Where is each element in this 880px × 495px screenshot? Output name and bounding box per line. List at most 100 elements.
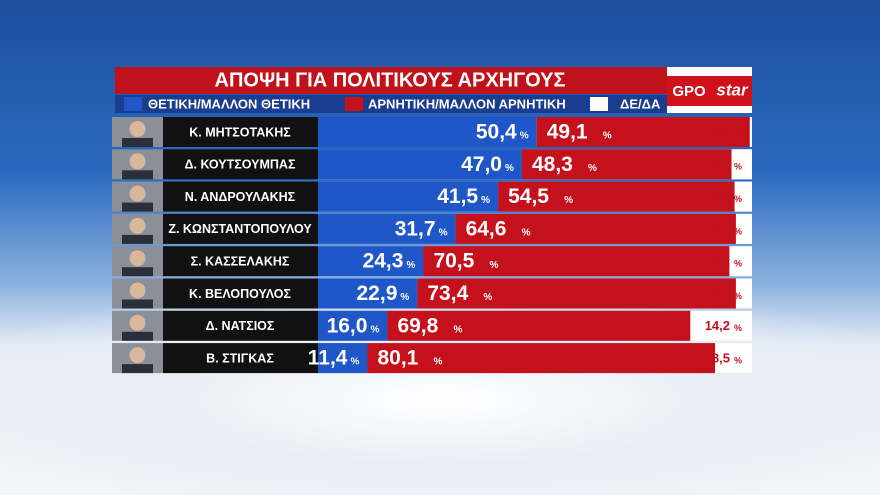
value-label: 4,0 — [712, 189, 730, 204]
photo-body — [122, 138, 153, 147]
value-label: 47,0 — [461, 153, 502, 176]
legend-swatch — [345, 97, 363, 111]
value-suffix: % — [588, 163, 597, 174]
value-suffix: % — [406, 260, 415, 271]
name-box — [163, 246, 318, 277]
value-suffix: % — [505, 163, 514, 174]
value-suffix: % — [734, 323, 742, 333]
value-suffix: % — [481, 195, 490, 206]
bar-segment — [731, 149, 752, 180]
bar-segment — [387, 310, 691, 341]
photo-body — [122, 234, 153, 244]
bar-segment — [367, 343, 716, 374]
logo-right: star — [716, 80, 749, 99]
bar-segment — [318, 278, 418, 309]
value-label: 5,2 — [712, 254, 730, 269]
photo-body — [122, 267, 153, 277]
value-suffix: % — [734, 355, 742, 365]
logo-left: GPO — [672, 83, 706, 100]
value-suffix: % — [433, 357, 442, 368]
value-suffix: % — [400, 292, 409, 303]
photo-body — [122, 202, 153, 212]
value-suffix: % — [603, 131, 612, 142]
value-label: 73,4 — [427, 282, 468, 305]
photo-body — [122, 170, 153, 180]
value-label: 69,8 — [397, 314, 438, 337]
value-suffix: % — [439, 228, 448, 239]
bar-segment — [536, 117, 750, 147]
category-label: Δ. ΚΟΥΤΣΟΥΜΠΑΣ — [185, 158, 296, 172]
category-label: Δ. ΝΑΤΣΙΟΣ — [206, 319, 275, 333]
bar-segment — [318, 117, 537, 147]
name-box — [163, 149, 318, 180]
bar-segment — [715, 343, 752, 374]
bar-segment — [318, 149, 522, 180]
value-label: 31,7 — [395, 217, 436, 240]
value-suffix: % — [520, 131, 529, 142]
category-label: Ν. ΑΝΔΡΟΥΛΑΚΗΣ — [185, 190, 296, 204]
value-suffix: % — [734, 162, 742, 172]
value-suffix: % — [734, 226, 742, 236]
value-label: 48,3 — [532, 153, 573, 176]
photo-head — [129, 347, 146, 364]
bar-segment — [417, 278, 736, 309]
category-label: Ζ. ΚΩΝΣΤΑΝΤΟΠΟΥΛΟΥ — [168, 222, 312, 236]
logo-right-bg — [712, 76, 752, 106]
value-suffix: % — [453, 324, 462, 335]
photo-body — [122, 364, 153, 374]
value-label: 3,7 — [712, 221, 730, 236]
photo-head — [129, 185, 146, 202]
value-label: 49,1 — [547, 121, 588, 144]
bar-segment — [735, 278, 752, 309]
value-suffix: % — [734, 291, 742, 301]
bar-segment — [735, 213, 752, 244]
photo-head — [129, 314, 146, 331]
legend-label: ΔΕ/ΔΑ — [620, 96, 661, 111]
category-label: Κ. ΜΗΤΣΟΤΑΚΗΣ — [189, 125, 291, 139]
logo-left-bg — [667, 76, 712, 106]
legend-label: ΘΕΤΙΚΗ/ΜΑΛΛΟΝ ΘΕΤΙΚΗ — [148, 96, 310, 111]
legend-swatch — [124, 97, 142, 111]
bar-segment — [318, 181, 499, 212]
name-box — [163, 213, 318, 244]
value-label: 22,9 — [357, 282, 398, 305]
value-label: 16,0 — [327, 314, 368, 337]
bar-segment — [690, 310, 752, 341]
name-box — [163, 117, 318, 147]
value-label: 80,1 — [377, 347, 418, 370]
value-suffix: % — [350, 357, 359, 368]
photo-head — [129, 282, 146, 299]
value-label: 4,7 — [712, 157, 730, 172]
category-label: Β. ΣΤΙΓΚΑΣ — [206, 351, 274, 365]
value-label: 14,2 — [705, 318, 730, 333]
value-label: 50,4 — [476, 121, 517, 144]
bar-segment — [318, 310, 388, 341]
value-label: 41,5 — [437, 185, 478, 208]
photo-head — [129, 121, 146, 137]
chart-title: ΑΠΟΨΗ ΓΙΑ ΠΟΛΙΤΙΚΟΥΣ ΑΡΧΗΓΟΥΣ — [215, 69, 566, 91]
legend-label: ΑΡΝΗΤΙΚΗ/ΜΑΛΛΟΝ ΑΡΝΗΤΙΚΗ — [368, 96, 566, 111]
legend-bar — [115, 95, 667, 113]
value-label: 64,6 — [466, 217, 507, 240]
bar-segment — [318, 246, 424, 277]
bar-segment — [521, 149, 732, 180]
bar-segment — [734, 181, 752, 212]
bar-segment — [498, 181, 735, 212]
name-box — [163, 343, 318, 374]
photo-body — [122, 299, 153, 309]
name-box — [163, 181, 318, 212]
bar-segment — [318, 343, 368, 374]
bar-segment — [749, 117, 752, 147]
value-suffix: % — [522, 228, 531, 239]
name-box — [163, 278, 318, 309]
value-suffix: % — [734, 129, 742, 139]
bar-segment — [423, 246, 730, 277]
name-box — [163, 310, 318, 341]
value-label: 0,5 — [712, 124, 730, 139]
value-suffix: % — [489, 260, 498, 271]
value-label: 11,4 — [308, 347, 348, 370]
photo-head — [129, 250, 146, 267]
category-label: Κ. ΒΕΛΟΠΟΥΛΟΣ — [189, 287, 291, 301]
